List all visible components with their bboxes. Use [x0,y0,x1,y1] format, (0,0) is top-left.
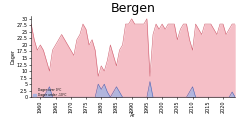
X-axis label: År: År [131,113,136,118]
Legend: Dager over 0°C, Dager under -10°C: Dager over 0°C, Dager under -10°C [33,87,67,97]
Y-axis label: Dager: Dager [11,49,15,64]
Title: Bergen: Bergen [111,2,156,15]
